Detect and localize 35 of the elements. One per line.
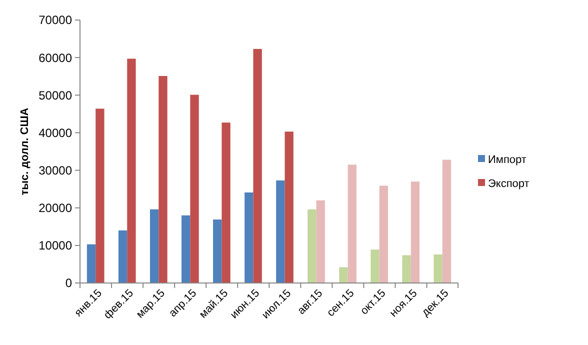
bar [190, 94, 199, 283]
y-tick-label: 30000 [38, 163, 72, 178]
bar [339, 267, 348, 283]
bar [244, 192, 254, 283]
bar [308, 209, 316, 283]
bar [370, 250, 380, 283]
y-tick-label: 10000 [38, 238, 72, 253]
y-tick-label: 40000 [38, 126, 72, 140]
bar [379, 186, 388, 283]
legend-label: Экспорт [488, 178, 530, 190]
bar [150, 209, 159, 283]
bar [96, 108, 104, 283]
y-tick-label: 20000 [38, 201, 72, 216]
y-tick-label: 50000 [38, 88, 72, 102]
bar [86, 244, 96, 283]
y-tick-label: 0 [65, 276, 72, 290]
bar [222, 122, 230, 283]
bar [442, 160, 452, 283]
bar [276, 180, 285, 283]
bar [348, 164, 356, 283]
y-tick-label: 60000 [38, 50, 72, 65]
bar [213, 220, 222, 283]
y-axis-title: тыс. долл. США [19, 108, 31, 196]
bar [253, 48, 262, 283]
bar [316, 200, 325, 283]
legend-label: Импорт [488, 154, 526, 166]
bar [284, 132, 294, 283]
bar [127, 58, 136, 283]
bar [182, 215, 190, 283]
bar [402, 255, 411, 283]
bar [434, 254, 442, 283]
bar [158, 76, 168, 283]
y-tick-label: 70000 [38, 13, 72, 28]
bar [118, 230, 128, 283]
bar [410, 182, 420, 283]
